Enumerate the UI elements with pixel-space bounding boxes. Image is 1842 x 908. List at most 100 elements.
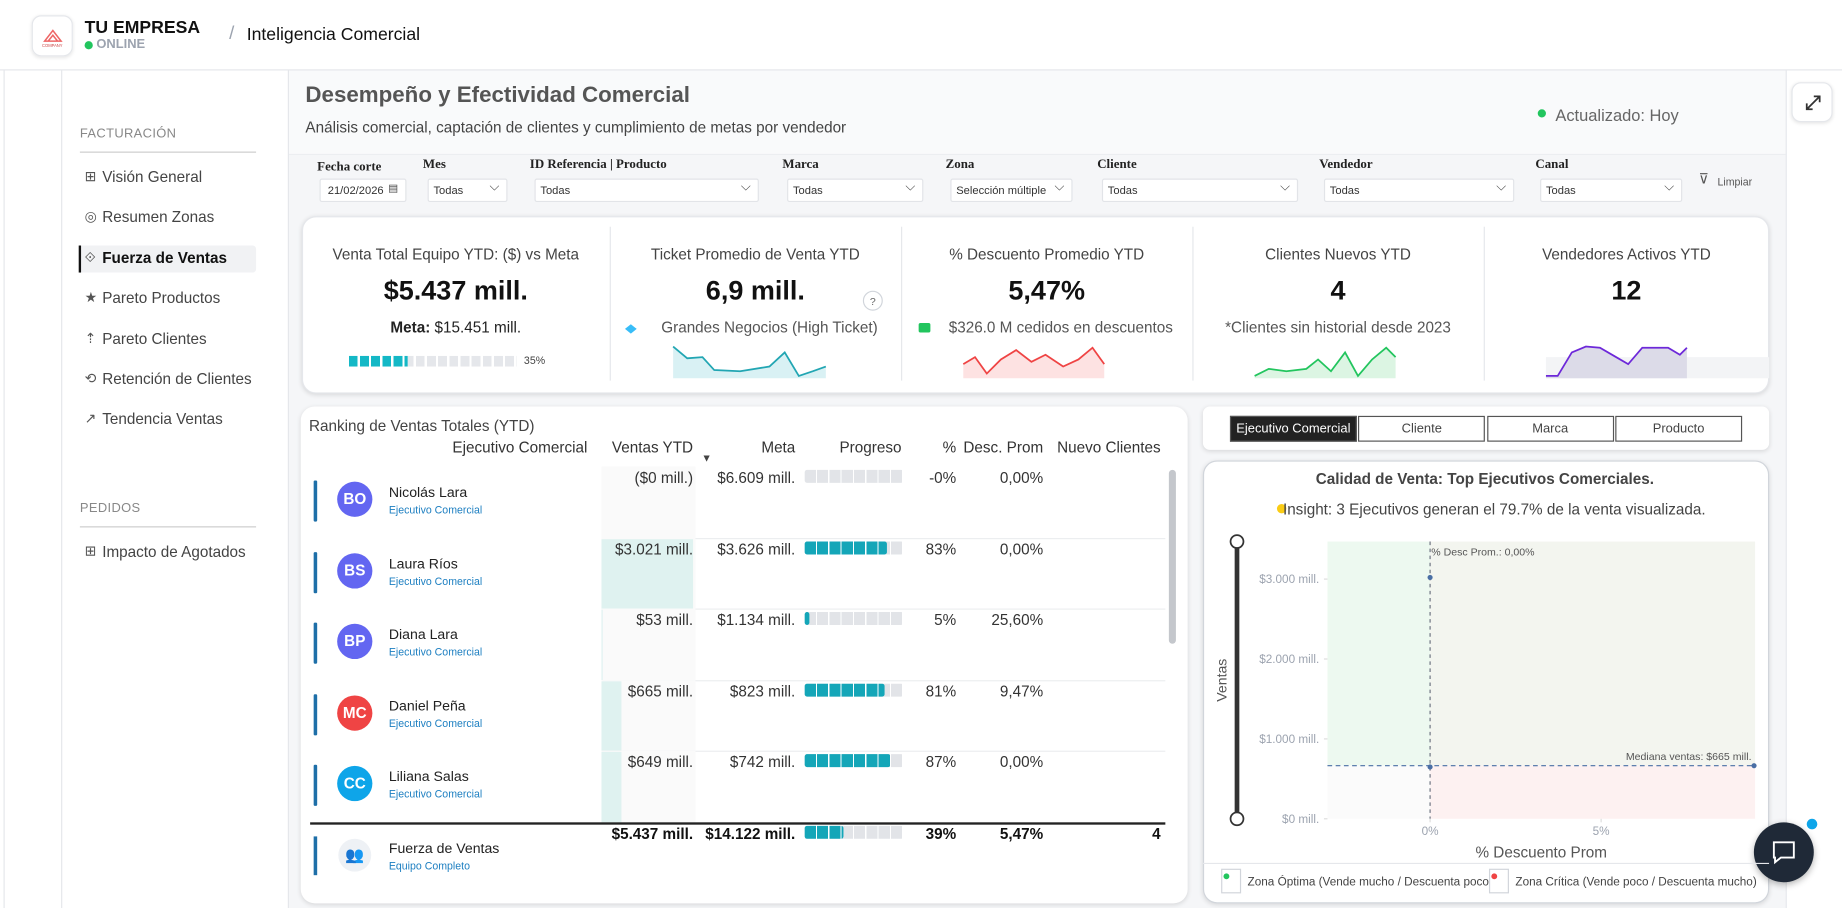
discount: 0,00% xyxy=(999,539,1044,558)
nav-icon: ◎ xyxy=(84,208,97,225)
dropdown-arrow: ⌵ xyxy=(489,179,500,194)
column-header[interactable]: Ventas YTD xyxy=(611,438,694,456)
kpi-value: 6,9 mill. xyxy=(705,274,805,306)
total-discount: 5,47% xyxy=(999,824,1044,843)
filter-box[interactable]: Todas ⌵ xyxy=(534,178,759,203)
column-header[interactable]: Desc. Prom xyxy=(963,438,1044,456)
seller-name[interactable]: Nicolás Lara xyxy=(388,483,468,501)
kpi-divider xyxy=(1192,226,1194,381)
sales: $665 mill. xyxy=(627,682,694,700)
sales: $649 mill. xyxy=(627,753,694,772)
seller-role: Ejecutivo Comercial xyxy=(388,717,483,730)
notification-dot xyxy=(1806,818,1818,830)
nav-item[interactable]: Impacto de Agotados xyxy=(102,542,246,561)
nav-item[interactable]: Fuerza de Ventas xyxy=(102,248,227,267)
chat-button[interactable] xyxy=(1753,822,1814,883)
nav-icon: ⇡ xyxy=(84,329,97,347)
filter-label: Cliente xyxy=(1097,157,1137,172)
nav-item[interactable]: Visión General xyxy=(102,167,203,186)
sort-arrow[interactable]: ▼ xyxy=(701,452,712,465)
section-rule xyxy=(79,151,257,153)
section-title: FACTURACIÓN xyxy=(79,126,177,141)
y-reference-label: Mediana ventas: $665 mill. xyxy=(1626,751,1752,763)
insight-icon xyxy=(1276,503,1287,514)
filter-value: Todas xyxy=(1329,184,1360,198)
scatter-chart: Calidad de Venta: Top Ejecutivos Comerci… xyxy=(1202,471,1770,894)
row-accent xyxy=(313,480,318,522)
nav-icon: ⊞ xyxy=(84,542,97,560)
section-rule xyxy=(79,526,257,528)
avatar: MC xyxy=(337,695,373,731)
avatar: BS xyxy=(337,552,373,589)
seller-role: Ejecutivo Comercial xyxy=(388,503,483,516)
separator: / xyxy=(229,23,235,44)
nav-item[interactable]: Pareto Clientes xyxy=(102,329,207,348)
column-header[interactable]: Ejecutivo Comercial xyxy=(452,438,588,456)
nav-item[interactable]: Pareto Productos xyxy=(102,289,221,307)
ranking-card xyxy=(300,406,1188,904)
dropdown-arrow: ⌵ xyxy=(1054,179,1065,194)
y-axis-label: Ventas xyxy=(1213,659,1229,702)
dropdown-arrow: ⌵ xyxy=(1496,179,1507,194)
filter-value: Todas xyxy=(540,184,571,198)
avatar: CC xyxy=(337,766,373,802)
clear-filters[interactable]: Limpiar xyxy=(1717,176,1753,188)
sales-cell-band xyxy=(601,608,696,681)
active-highlight xyxy=(78,245,257,273)
seller-name[interactable]: Daniel Peña xyxy=(388,697,466,715)
tab[interactable]: Cliente xyxy=(1358,415,1486,442)
nav-item[interactable]: Tendencia Ventas xyxy=(102,410,223,429)
filter-box[interactable]: Todas ⌵ xyxy=(787,178,924,203)
zone-critical xyxy=(1430,765,1756,819)
filter-box[interactable]: Selección múltiple ⌵ xyxy=(950,178,1073,203)
tab[interactable]: Marca xyxy=(1486,415,1614,442)
legend-swatch xyxy=(1223,873,1230,880)
column-header[interactable]: Progreso xyxy=(839,438,902,456)
point xyxy=(1427,574,1433,581)
kpi-title: Ticket Promedio de Venta YTD xyxy=(650,245,860,264)
zone-optimal xyxy=(1327,541,1431,766)
progress-pct: -0% xyxy=(929,468,957,487)
filter-box[interactable]: Todas ⌵ xyxy=(1540,178,1683,203)
fullscreen-button[interactable] xyxy=(1791,82,1833,123)
seller-name[interactable]: Laura Ríos xyxy=(388,555,458,572)
chart-title: Calidad de Venta: Top Ejecutivos Comerci… xyxy=(1316,471,1654,488)
nav-item[interactable]: Retención de Clientes xyxy=(102,370,252,388)
filter-box[interactable]: Todas ⌵ xyxy=(1101,178,1299,203)
tab[interactable]: Ejecutivo Comercial xyxy=(1229,415,1357,442)
dropdown-arrow: ⌵ xyxy=(740,179,751,194)
sales-data-bar xyxy=(601,538,694,610)
seller-role: Ejecutivo Comercial xyxy=(388,646,483,659)
active-bar xyxy=(78,245,82,273)
column-header[interactable]: Meta xyxy=(761,438,796,456)
logo-mark xyxy=(43,29,63,42)
legend-label: Zona Crítica (Vende poco / Descuenta muc… xyxy=(1515,876,1756,889)
right-rail xyxy=(1785,70,1842,908)
range-slider-handle xyxy=(1229,534,1245,549)
column-header[interactable]: % xyxy=(942,438,957,456)
seller-name[interactable]: Liliana Salas xyxy=(388,768,469,786)
nav-item[interactable]: Resumen Zonas xyxy=(102,208,215,227)
seller-name[interactable]: Diana Lara xyxy=(388,626,458,643)
total-goal: $14.122 mill. xyxy=(705,824,796,843)
filter-box[interactable]: 21/02/2026 ▤ xyxy=(319,178,407,203)
kpi-progress-track xyxy=(348,355,517,367)
row-divider xyxy=(601,751,1166,753)
column-header[interactable]: Nuevo Clientes xyxy=(1057,438,1161,456)
kpi-title: Vendedores Activos YTD xyxy=(1542,245,1711,264)
nav-icon: ⟐ xyxy=(84,248,96,266)
filter-value: Selección múltiple xyxy=(956,184,1047,198)
filter-box[interactable]: Todas ⌵ xyxy=(1323,178,1515,203)
point xyxy=(1751,763,1757,769)
kpi-divider xyxy=(1483,226,1485,381)
tab[interactable]: Producto xyxy=(1615,415,1743,442)
row-divider xyxy=(601,679,1166,682)
filter-box[interactable]: Todas ⌵ xyxy=(427,178,508,203)
total-new-clients: 4 xyxy=(1152,824,1161,843)
top-bar xyxy=(0,0,1842,71)
row-accent xyxy=(313,551,318,593)
clear-icon[interactable]: ⊽ xyxy=(1698,170,1710,187)
sidebar xyxy=(61,70,289,908)
progress-track xyxy=(804,541,904,554)
